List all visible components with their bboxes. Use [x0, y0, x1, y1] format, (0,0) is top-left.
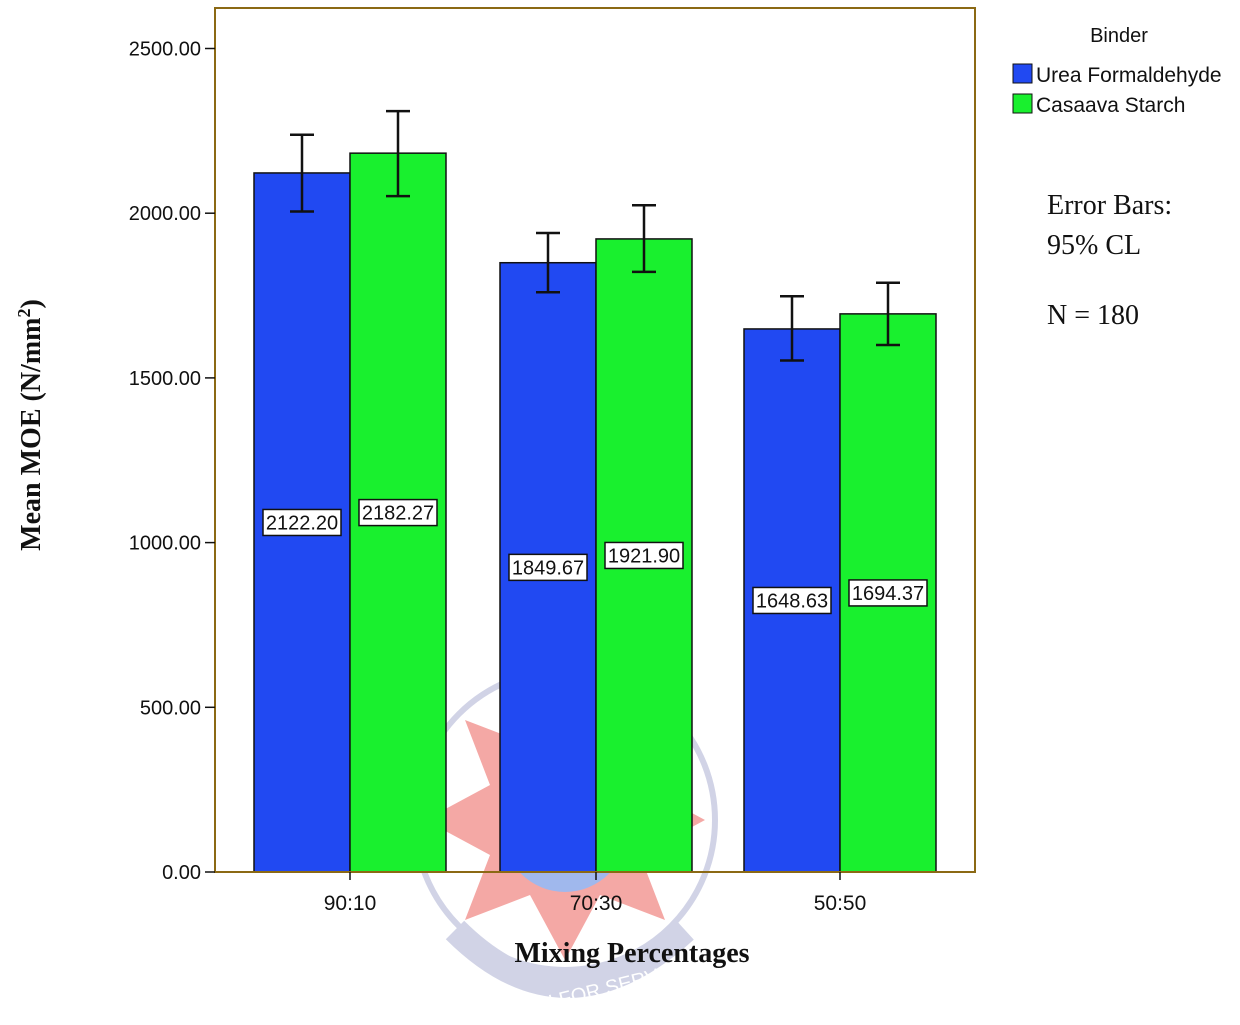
y-tick-label: 0.00	[162, 862, 201, 884]
error-bars-note-line1: Error Bars:	[1047, 190, 1173, 221]
legend-title: Binder	[1090, 25, 1148, 47]
x-tick-label: 70:30	[570, 892, 623, 915]
value-label-box	[262, 508, 342, 537]
value-label: 1849.67	[512, 557, 584, 579]
value-label: 1648.63	[756, 590, 828, 612]
value-label-box	[752, 586, 832, 615]
legend-swatch-urea-formaldehyde	[1012, 63, 1033, 84]
value-label: 2122.20	[266, 512, 338, 534]
value-label: 1694.37	[852, 583, 924, 605]
legend-label-casaava-starch: Casaava Starch	[1036, 94, 1185, 117]
value-label: 1921.90	[608, 545, 680, 567]
error-bars-note-line2: 95% CL	[1047, 230, 1142, 261]
y-axis-title-main: Mean MOE (N/mm	[16, 318, 47, 551]
chart-notes: Error Bars: 95% CL N = 180	[1047, 186, 1232, 336]
legend-swatch-casaava-starch	[1012, 93, 1033, 114]
value-label-box	[358, 498, 438, 527]
legend: Binder Urea Formaldehyde Casaava Starch	[1012, 25, 1222, 117]
y-tick-label: 2000.00	[129, 203, 201, 225]
value-label-box	[604, 541, 684, 570]
y-axis-title: Mean MOE (N/mm2)	[14, 299, 47, 551]
value-label-box	[848, 579, 928, 607]
legend-label-urea-formaldehyde: Urea Formaldehyde	[1036, 64, 1222, 87]
y-tick-label: 500.00	[140, 697, 201, 719]
y-tick-label: 1000.00	[129, 533, 201, 555]
value-label-box	[508, 553, 588, 582]
error-bars	[290, 109, 900, 362]
watermark-motto-arc	[445, 920, 694, 998]
sample-size-note: N = 180	[1047, 300, 1140, 331]
y-tick-label: 1500.00	[129, 368, 201, 390]
y-axis-title-close: )	[16, 299, 47, 308]
x-axis: 90:10 70:30 50:50	[215, 871, 975, 915]
x-tick-label: 90:10	[324, 892, 377, 915]
y-axis-title-superscript: 2	[14, 309, 34, 318]
y-tick-label: 2500.00	[129, 39, 201, 61]
x-tick-label: 50:50	[814, 892, 867, 915]
y-axis: 0.00 500.00 1000.00 1500.00 2000.00 2500.00	[129, 39, 215, 884]
notes-spacer	[1047, 266, 1232, 296]
value-label: 2182.27	[362, 503, 434, 525]
value-labels: 2122.20 2182.27 1849.67 1921.90 1648.63 1694.…	[262, 498, 928, 615]
x-axis-title: Mixing Percentages	[514, 938, 749, 969]
